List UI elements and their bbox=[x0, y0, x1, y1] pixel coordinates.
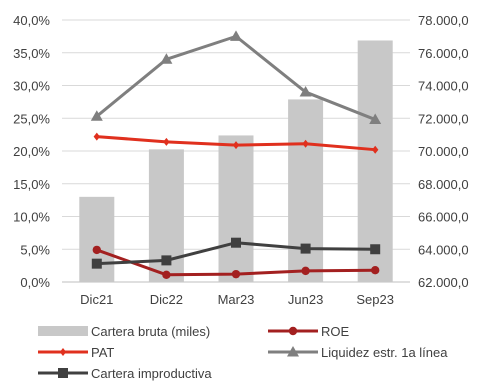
x-axis-tick-label: Dic21 bbox=[80, 292, 113, 307]
bar bbox=[357, 40, 393, 282]
right-axis-tick-label: 64.000,0 bbox=[418, 242, 469, 257]
legend-item: Cartera improductiva bbox=[38, 366, 212, 381]
right-axis-tick-label: 74.000,0 bbox=[418, 79, 469, 94]
data-point-marker bbox=[231, 269, 241, 279]
right-axis-tick-label: 62.000,0 bbox=[418, 275, 469, 290]
legend-label: Cartera bruta (miles) bbox=[91, 324, 210, 339]
data-point-marker bbox=[90, 110, 103, 121]
legend-marker bbox=[288, 326, 298, 336]
right-axis-tick-label: 78.000,0 bbox=[418, 13, 469, 28]
left-axis-tick-label: 20,0% bbox=[13, 144, 50, 159]
line-series bbox=[90, 30, 382, 279]
x-axis-tick-label: Dic22 bbox=[150, 292, 183, 307]
right-axis: 62.000,0 64.000,0 66.000,0 68.000,0 70.000,0… bbox=[418, 13, 469, 290]
bar bbox=[218, 135, 254, 282]
bar bbox=[79, 196, 115, 282]
left-axis-tick-label: 0,0% bbox=[20, 275, 50, 290]
legend-item: ROE bbox=[268, 324, 350, 339]
legend-marker bbox=[58, 368, 68, 378]
data-point-marker bbox=[163, 137, 170, 146]
legend-label: Liquidez estr. 1a línea bbox=[321, 345, 448, 360]
line-series-roe bbox=[92, 245, 380, 279]
x-axis-tick-label: Mar23 bbox=[218, 292, 255, 307]
legend-item: PAT bbox=[38, 345, 114, 360]
right-axis-tick-label: 72.000,0 bbox=[418, 111, 469, 126]
legend-marker bbox=[59, 348, 67, 356]
legend-marker bbox=[287, 346, 299, 357]
right-axis-tick-label: 68.000,0 bbox=[418, 177, 469, 192]
data-point-marker bbox=[302, 139, 309, 148]
legend-label: ROE bbox=[321, 324, 350, 339]
data-point-marker bbox=[301, 266, 310, 276]
legend-item: Liquidez estr. 1a línea bbox=[268, 345, 448, 360]
data-point-marker bbox=[232, 141, 240, 150]
x-axis: Dic21 Dic22 Mar23 Jun23 Sep23 bbox=[80, 292, 394, 307]
line-series-pat bbox=[93, 132, 379, 154]
right-axis-tick-label: 70.000,0 bbox=[418, 144, 469, 159]
line-series-liquidez-estr-1a-l-nea bbox=[90, 30, 382, 125]
legend: Cartera bruta (miles) ROE PAT Liquidez estr… bbox=[38, 324, 448, 381]
x-axis-tick-label: Sep23 bbox=[356, 292, 394, 307]
data-point-marker bbox=[91, 258, 102, 269]
left-axis-tick-label: 10,0% bbox=[13, 210, 50, 225]
data-point-marker bbox=[162, 270, 171, 279]
data-point-marker bbox=[161, 255, 172, 266]
data-point-marker bbox=[371, 266, 380, 275]
legend-label: Cartera improductiva bbox=[91, 366, 212, 381]
data-point-marker bbox=[160, 53, 173, 64]
left-axis-tick-label: 25,0% bbox=[13, 111, 50, 126]
x-axis-tick-label: Jun23 bbox=[288, 292, 323, 307]
data-point-marker bbox=[230, 30, 242, 41]
left-axis: 0,0% 5,0% 10,0% 15,0% 20,0% 25,0% 30,0% 35,0% 40… bbox=[13, 13, 50, 290]
data-point-marker bbox=[93, 132, 100, 141]
left-axis-tick-label: 40,0% bbox=[13, 13, 50, 28]
legend-swatch bbox=[38, 326, 88, 336]
left-axis-tick-label: 30,0% bbox=[13, 79, 50, 94]
data-point-marker bbox=[370, 244, 381, 255]
left-axis-tick-label: 15,0% bbox=[13, 177, 50, 192]
data-point-marker bbox=[231, 237, 241, 248]
data-point-marker bbox=[300, 243, 311, 254]
right-axis-tick-label: 66.000,0 bbox=[418, 210, 469, 225]
data-point-marker bbox=[369, 113, 382, 125]
series-line bbox=[95, 34, 376, 121]
line-series-cartera-improductiva bbox=[91, 237, 381, 269]
data-point-marker bbox=[372, 145, 379, 154]
right-axis-tick-label: 76.000,0 bbox=[418, 46, 469, 61]
left-axis-tick-label: 5,0% bbox=[20, 242, 50, 257]
bar bbox=[288, 99, 324, 282]
legend-label: PAT bbox=[91, 345, 114, 360]
data-point-marker bbox=[299, 86, 312, 97]
data-point-marker bbox=[92, 245, 102, 255]
legend-item: Cartera bruta (miles) bbox=[38, 324, 210, 339]
left-axis-tick-label: 35,0% bbox=[13, 46, 50, 61]
